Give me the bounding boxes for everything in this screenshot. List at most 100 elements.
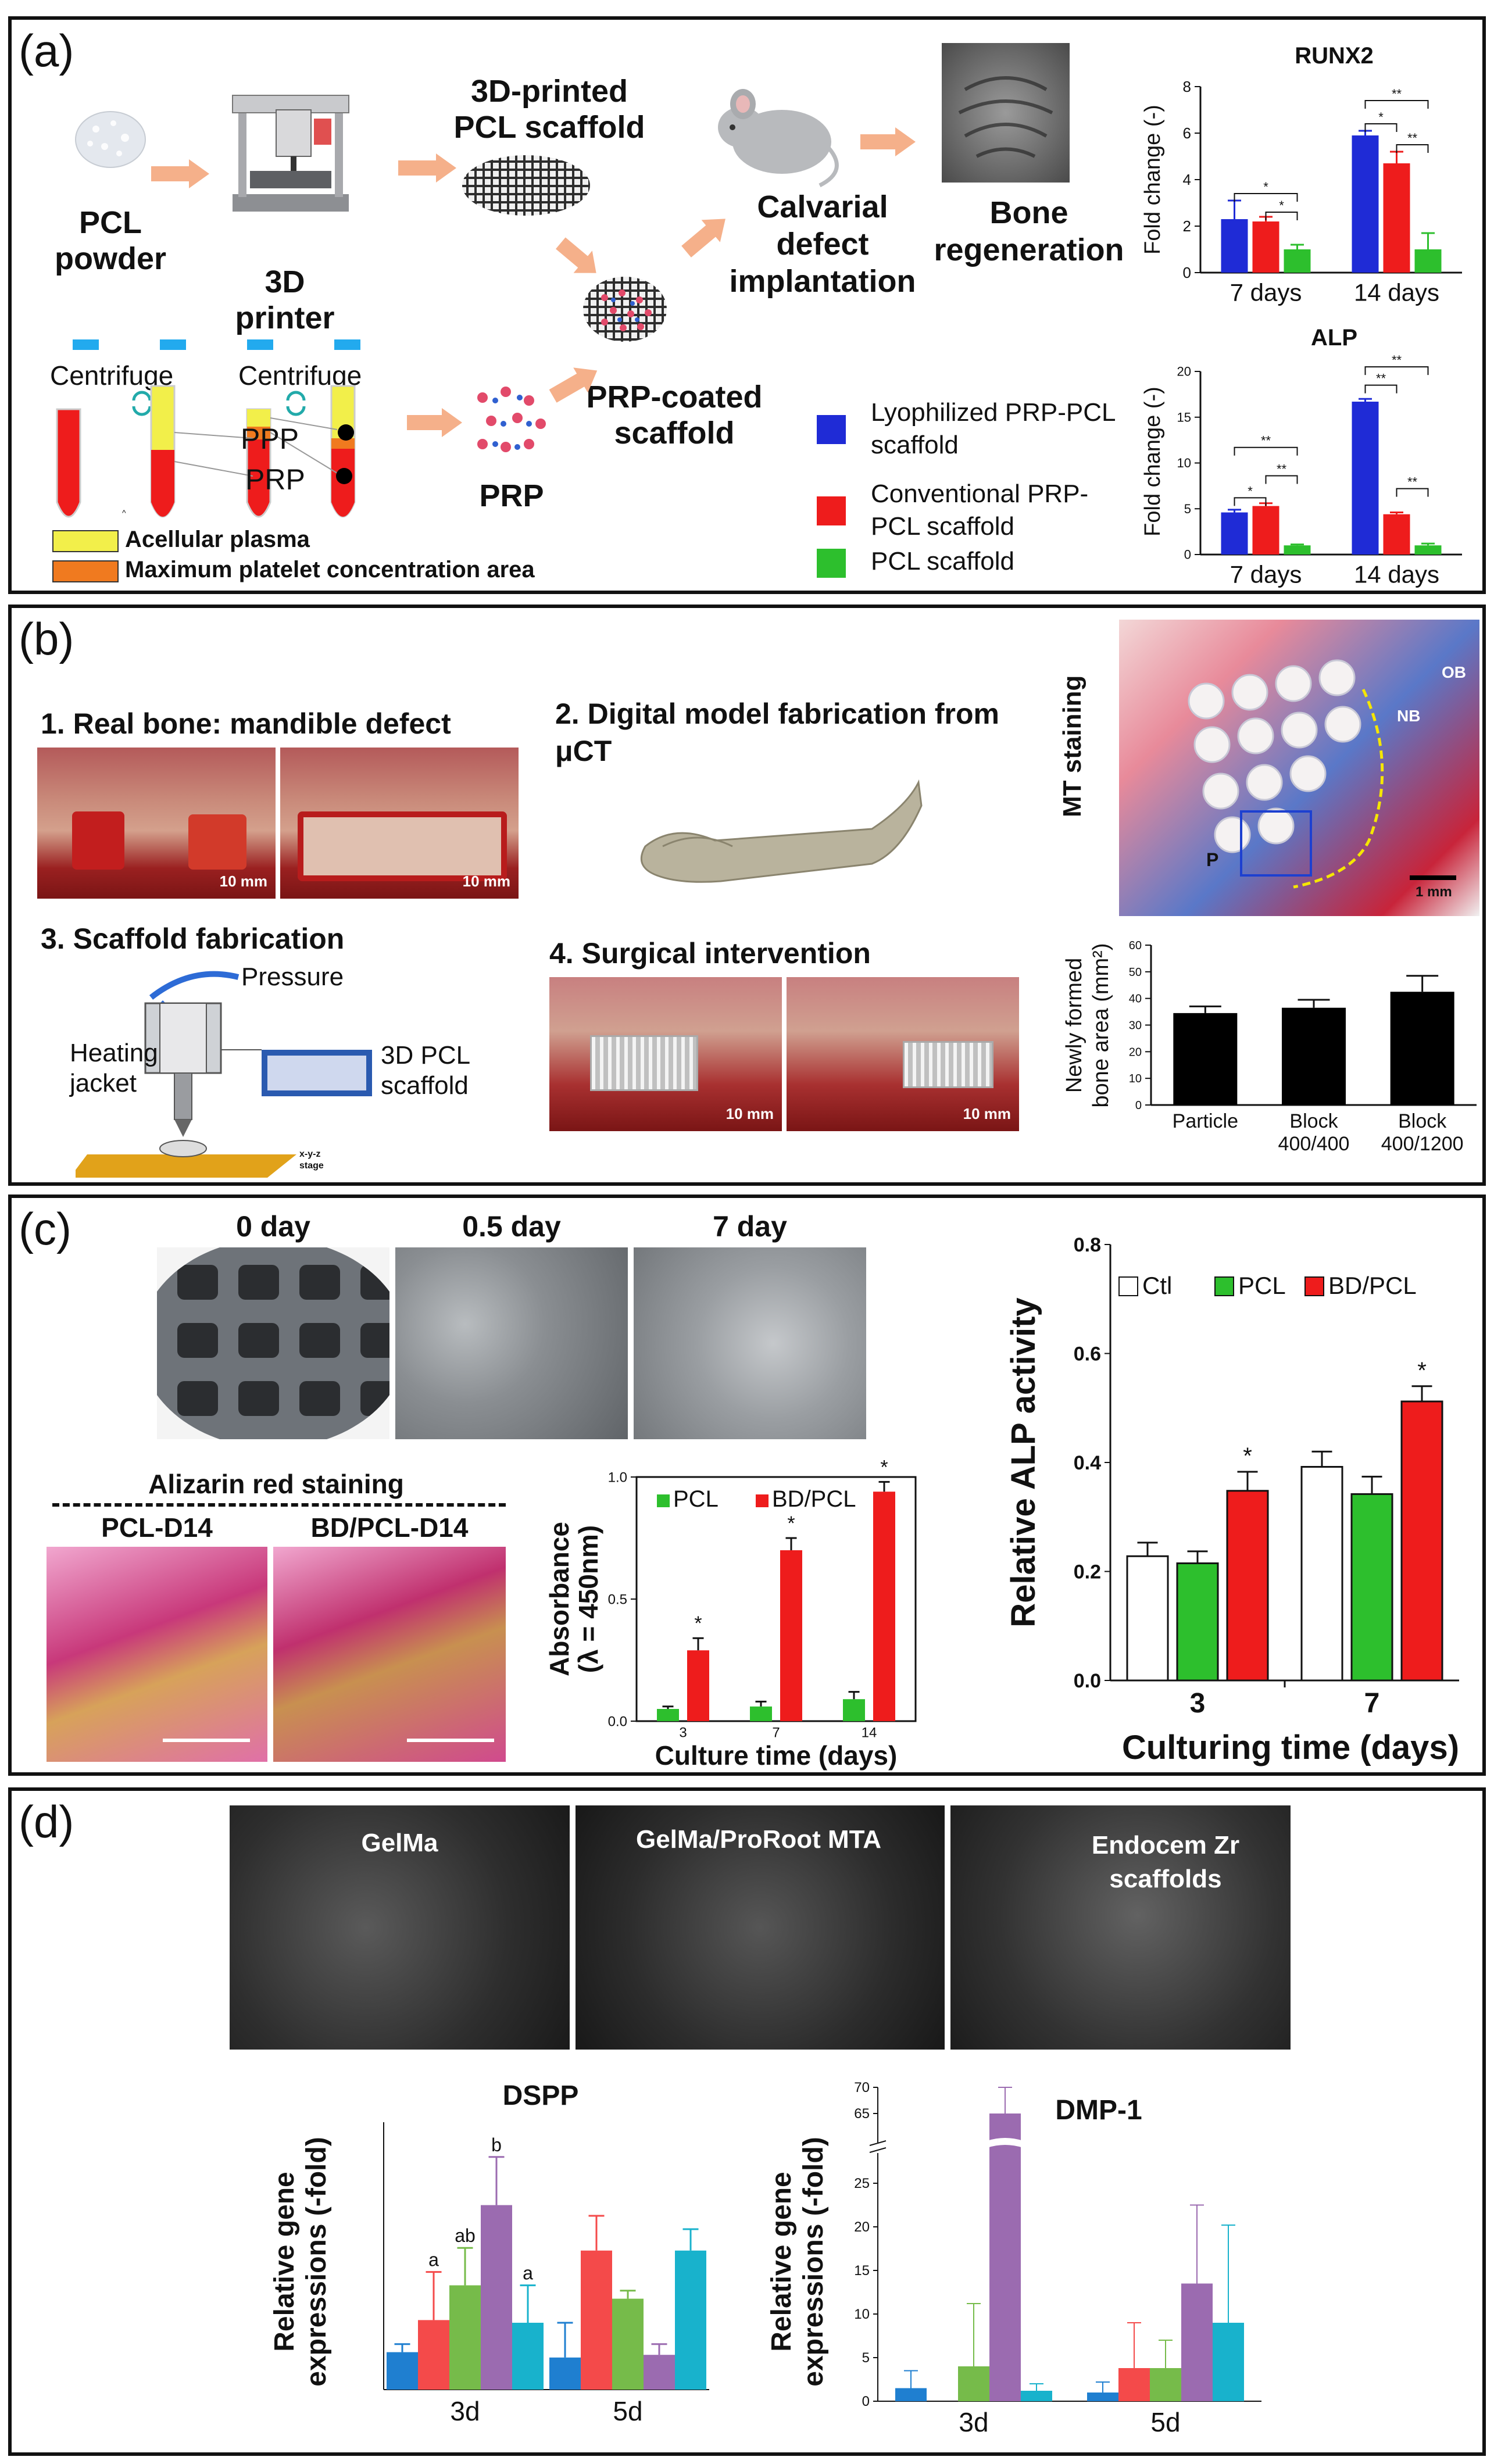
significance-label: **	[1261, 434, 1271, 448]
significance-letter: ab	[455, 2225, 476, 2246]
significance-label: **	[1407, 131, 1418, 145]
significance-letter: b	[491, 2134, 502, 2155]
3d-printer-label: 3D printer	[235, 264, 335, 335]
y-axis-label: Relative gene	[766, 2172, 797, 2351]
significance-bracket	[1396, 488, 1429, 497]
y-tick-label: 1.0	[608, 1469, 627, 1485]
mandible-photo-2: 10 mm	[280, 748, 519, 899]
x-category-label: 7	[772, 1725, 780, 1741]
ob-label: OB	[1442, 663, 1466, 681]
bar	[1176, 1562, 1219, 1682]
bar	[1118, 2368, 1150, 2401]
legend-swatch	[756, 1494, 769, 1507]
bar	[612, 2298, 644, 2390]
pcl-powder-label: PCL powder	[54, 205, 166, 276]
significance-bracket	[1234, 446, 1298, 456]
sem-day0-image	[157, 1247, 389, 1439]
y-tick-label: 20	[1129, 1046, 1142, 1058]
step3-label: 3. Scaffold fabrication	[41, 922, 345, 955]
prp-scaffold-icon	[583, 277, 667, 342]
y-tick-label: 10	[1129, 1072, 1142, 1085]
y-tick-label: 5	[1184, 502, 1191, 516]
acellular-label: Acellular plasma	[125, 527, 310, 552]
y-tick-label: 0.0	[1074, 1670, 1101, 1692]
y-tick-label: 60	[1129, 939, 1142, 952]
mark-label: ^	[122, 508, 126, 517]
digital-mandible-model	[640, 779, 923, 883]
bar	[1087, 2393, 1118, 2401]
significance-bracket	[1234, 193, 1298, 202]
bar	[1350, 1493, 1393, 1682]
bar	[449, 2285, 481, 2390]
bone-regeneration-image	[942, 43, 1070, 183]
y-axis-label: Relative ALP activity	[1005, 1297, 1042, 1627]
x-category-label: 5d	[613, 2396, 642, 2426]
significance-bracket	[1265, 212, 1298, 220]
calvarial-label: Calvarial defect implantation	[729, 189, 916, 299]
significance-label: *	[1248, 484, 1253, 498]
y-tick-label: 0	[862, 2394, 870, 2409]
bar	[512, 2323, 544, 2390]
y-tick-label: 0	[1184, 548, 1191, 562]
arrow-icon	[151, 159, 209, 188]
surgery-photo-2: 10 mm	[787, 977, 1019, 1131]
bar	[1226, 1490, 1269, 1682]
bar	[418, 2320, 449, 2390]
pressure-label: Pressure	[241, 963, 344, 991]
y-axis-label: Fold change (-)	[1141, 105, 1165, 255]
chart-title: RUNX2	[1295, 43, 1374, 69]
y-tick-label: 10	[854, 2306, 870, 2322]
panel-a-label: (a)	[19, 25, 74, 76]
scale-label-1: 10 mm	[219, 872, 267, 890]
y-tick-label: 25	[854, 2176, 870, 2191]
legend-label: BD/PCL	[1328, 1272, 1417, 1299]
x-category-label: 14 days	[1354, 560, 1439, 588]
bar-break	[987, 2138, 1023, 2148]
bone-regeneration-label: Bone regeneration	[934, 195, 1124, 267]
pcl-powder-icon	[75, 111, 146, 168]
heating-label: Heating jacket	[70, 1039, 158, 1097]
acellular-swatch	[52, 530, 119, 552]
bar	[895, 2388, 927, 2401]
bar	[675, 2250, 706, 2390]
y-axis-label: Absorbance	[544, 1522, 574, 1676]
legend-label: PCL	[1238, 1272, 1286, 1299]
significance-label: *	[1279, 198, 1284, 213]
panel-d: (d) GelMa GelMa/ProRoot MTA Endocem Zr s…	[8, 1787, 1486, 2456]
centrifuge-tubes-diagram	[56, 339, 360, 518]
y-tick-label: 0	[1183, 264, 1191, 281]
legend-label: BD/PCL	[772, 1486, 856, 1512]
bar	[387, 2352, 418, 2390]
x-category-label: 7 days	[1230, 278, 1302, 306]
y-tick-label: 65	[854, 2106, 870, 2122]
arrow-icon	[556, 237, 596, 273]
arrow-icon	[681, 219, 725, 258]
scale-label-3: 10 mm	[725, 1105, 774, 1122]
sem-mta-label: GelMa/ProRoot MTA	[635, 1825, 882, 1854]
bar	[1021, 2391, 1052, 2401]
bar	[1282, 1007, 1346, 1105]
y-tick-label: 15	[1177, 410, 1191, 424]
mouse-icon	[718, 89, 839, 188]
bar	[1252, 506, 1279, 555]
sem-gelma-image: GelMa	[230, 1805, 570, 2050]
bar	[1221, 512, 1248, 555]
y-tick-label: 0	[1135, 1099, 1142, 1112]
x-category-label: 14	[862, 1725, 877, 1741]
x-category-label: 400/400	[1278, 1133, 1350, 1155]
y-axis-label: Fold change (-)	[1141, 387, 1165, 537]
bar	[1173, 1013, 1238, 1105]
significance-label: *	[1378, 110, 1384, 124]
significance-star: *	[880, 1456, 888, 1478]
x-category-label: 3	[1190, 1688, 1206, 1719]
scaffold-mesh-icon	[462, 155, 590, 216]
x-category-label: 3d	[450, 2396, 480, 2426]
bar	[1221, 219, 1248, 273]
alizarin-bd-image	[273, 1547, 506, 1762]
legend-swatch-lyophilized	[817, 415, 846, 444]
bar	[481, 2205, 512, 2390]
x-category-label: 7 days	[1230, 560, 1302, 588]
significance-letter: a	[523, 2263, 533, 2284]
